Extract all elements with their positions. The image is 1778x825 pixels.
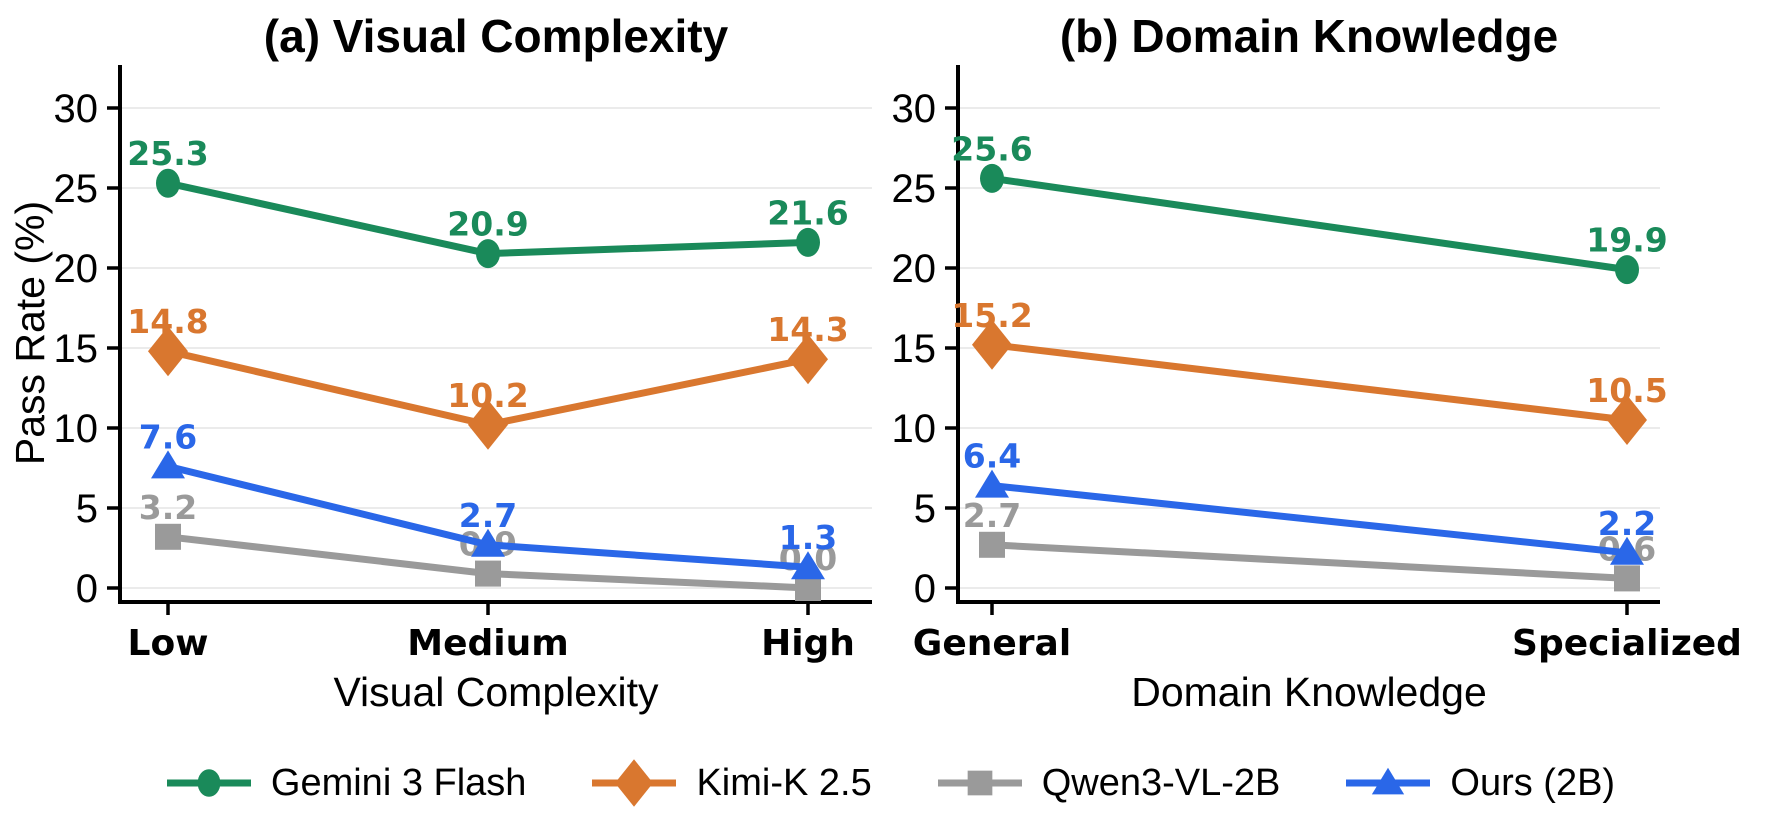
data-point-marker xyxy=(972,319,1012,370)
data-point-label: 7.6 xyxy=(139,417,197,456)
series-line xyxy=(991,482,1628,557)
legend-marker-shape xyxy=(967,770,993,796)
data-point-marker xyxy=(1614,565,1640,592)
y-tick-label: 5 xyxy=(76,487,98,531)
data-point-label: 25.3 xyxy=(127,134,208,173)
data-point-marker xyxy=(148,326,188,377)
panel-a-plot: 0 5 10 15 20 25 30 Low Medium High 25.3 20.9 21.6 14.… xyxy=(54,65,872,664)
x-tick-label: Medium xyxy=(407,623,569,664)
data-point-marker xyxy=(788,334,828,385)
y-tick-label: 20 xyxy=(54,247,99,291)
chart-legend: Gemini 3 Flash Kimi-K 2.5 Qwen3-VL-2B Ours … xyxy=(0,752,1778,814)
y-tick-label: 0 xyxy=(76,567,98,611)
data-point-marker xyxy=(1615,255,1639,285)
data-point-marker xyxy=(795,575,821,601)
legend-label: Ours (2B) xyxy=(1450,761,1616,804)
panel-a-xlabel: Visual Complexity xyxy=(333,669,659,715)
data-point-marker xyxy=(468,399,508,450)
data-point-label: 14.8 xyxy=(127,302,208,341)
data-point-marker xyxy=(1607,395,1647,445)
data-point-label: 2.7 xyxy=(459,496,517,535)
data-point-marker xyxy=(796,227,820,257)
legend-marker-shape xyxy=(197,769,221,797)
data-point-marker xyxy=(155,523,181,550)
x-tick-label: Specialized xyxy=(1512,623,1742,664)
data-point-marker xyxy=(156,168,180,198)
legend-label: Qwen3-VL-2B xyxy=(1041,761,1281,804)
series-line xyxy=(991,174,1628,274)
data-point-marker xyxy=(975,469,1009,498)
diamond-legend-marker-icon xyxy=(592,759,677,807)
legend-item: Qwen3-VL-2B xyxy=(934,757,1281,809)
y-tick-label: 10 xyxy=(892,407,937,451)
square-legend-marker-icon xyxy=(937,770,1022,796)
series-line xyxy=(991,341,1628,424)
legend-marker-shape xyxy=(1372,767,1405,795)
y-tick-label: 5 xyxy=(914,487,936,531)
y-tick-label: 25 xyxy=(892,167,937,211)
x-tick-label: High xyxy=(761,623,855,664)
data-point-label: 21.6 xyxy=(767,193,848,232)
data-point-marker xyxy=(791,551,825,580)
x-tick-label: Low xyxy=(128,623,209,664)
data-point-label: 2.2 xyxy=(1598,504,1656,543)
data-point-label: 2.7 xyxy=(963,496,1021,535)
data-point-label: 6.4 xyxy=(963,437,1021,476)
data-point-label: 20.9 xyxy=(447,205,528,244)
y-tick-label: 10 xyxy=(54,407,99,451)
data-point-marker xyxy=(979,531,1005,558)
y-tick-label: 30 xyxy=(54,87,99,131)
legend-item: Ours (2B) xyxy=(1342,757,1615,809)
triangle-legend-marker-icon xyxy=(1346,767,1431,795)
data-point-label: 15.2 xyxy=(951,296,1032,335)
data-point-label: 1.3 xyxy=(779,518,837,557)
data-point-label: 10.5 xyxy=(1586,371,1667,410)
y-tick-label: 15 xyxy=(892,327,937,371)
circle-legend-marker-icon xyxy=(166,769,251,797)
legend-label: Gemini 3 Flash xyxy=(270,761,527,804)
data-point-label: 14.3 xyxy=(767,310,848,349)
legend-label: Kimi-K 2.5 xyxy=(696,761,872,804)
panel-b-title: (b) Domain Knowledge xyxy=(1060,10,1558,62)
y-axis-label: Pass Rate (%) xyxy=(7,201,53,465)
legend-item: Gemini 3 Flash xyxy=(163,757,527,809)
series-line xyxy=(991,541,1628,582)
y-tick-label: 20 xyxy=(892,247,937,291)
data-point-marker xyxy=(151,450,185,479)
data-point-marker xyxy=(1610,536,1644,565)
data-point-label: 25.6 xyxy=(951,129,1032,168)
legend-item: Kimi-K 2.5 xyxy=(588,757,872,809)
data-point-label: 10.2 xyxy=(447,376,528,415)
legend-marker-shape xyxy=(615,759,654,807)
data-point-marker xyxy=(475,560,501,587)
y-tick-label: 25 xyxy=(54,167,99,211)
y-tick-label: 30 xyxy=(892,87,937,131)
panel-a-title: (a) Visual Complexity xyxy=(264,10,729,62)
y-tick-label: 15 xyxy=(54,327,99,371)
x-tick-label: General xyxy=(913,623,1071,664)
panel-b-plot: 0 5 10 15 20 25 30 General Specialized 25.6 19.9 15… xyxy=(892,65,1742,664)
data-point-marker xyxy=(471,528,505,557)
panel-b-xlabel: Domain Knowledge xyxy=(1131,669,1487,715)
data-point-marker xyxy=(476,239,500,269)
data-point-label: 19.9 xyxy=(1586,221,1667,260)
y-tick-label: 0 xyxy=(914,567,936,611)
data-point-label: 3.2 xyxy=(139,488,197,527)
data-point-marker xyxy=(980,163,1004,193)
